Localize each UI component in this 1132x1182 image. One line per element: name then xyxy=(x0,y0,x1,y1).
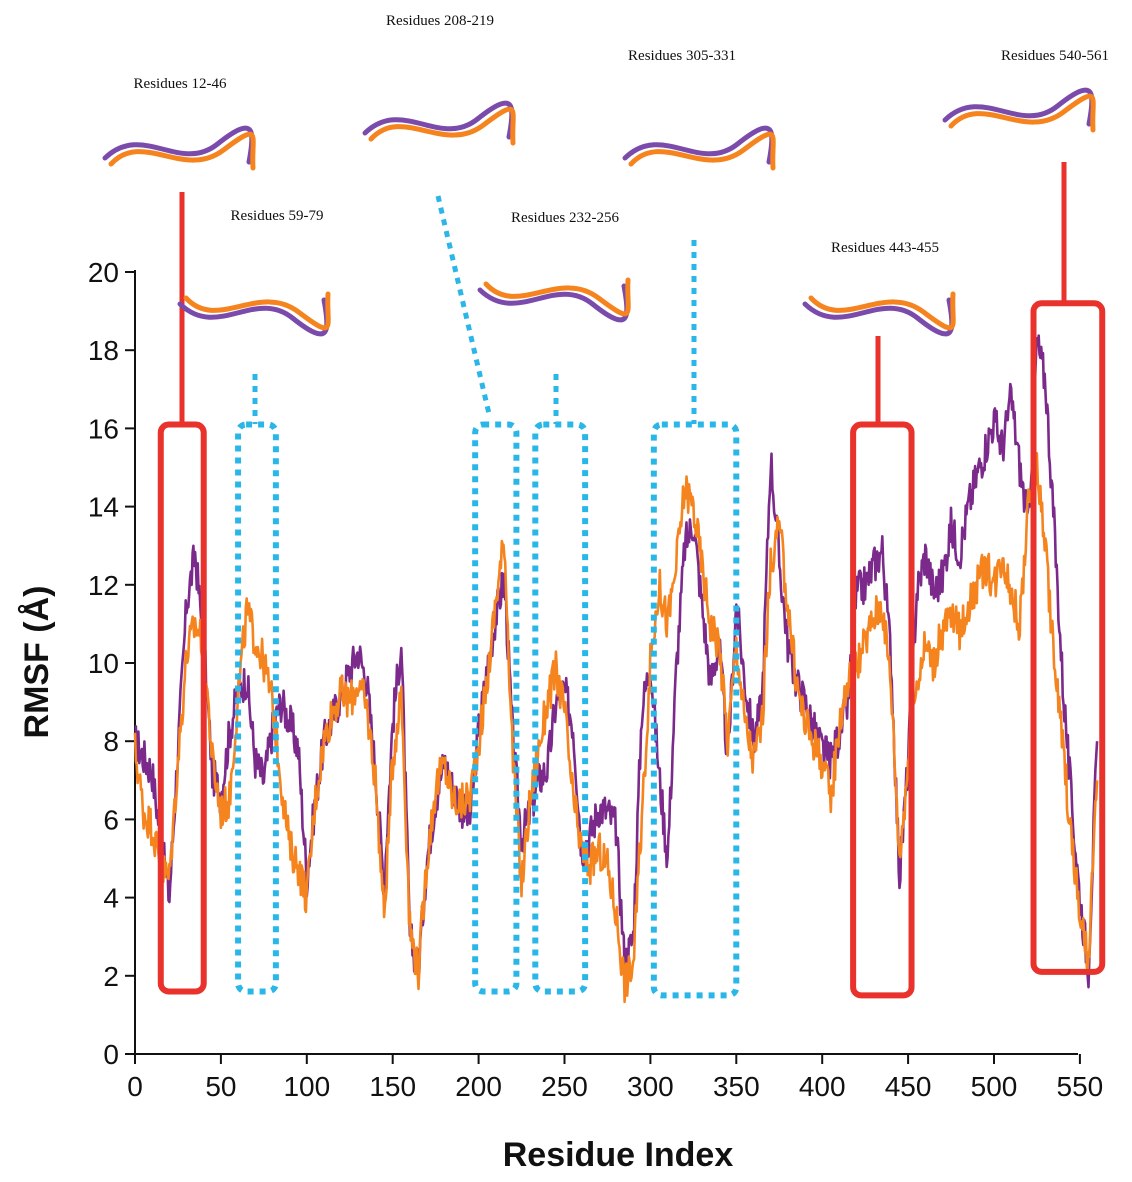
region-annotations: Residues 12-46 Residues 59-79 Residues 208… xyxy=(102,13,1109,999)
structure-cartoon xyxy=(942,87,1096,133)
x-tick-label: 400 xyxy=(799,1071,846,1102)
x-tick-label: 500 xyxy=(971,1071,1018,1102)
x-tick-label: 250 xyxy=(541,1071,588,1102)
highlight-box-dotted xyxy=(235,421,279,995)
x-tick-label: 550 xyxy=(1057,1071,1104,1102)
x-tick-label: 50 xyxy=(205,1071,236,1102)
y-tick-label: 20 xyxy=(88,257,119,288)
highlight-box-dotted xyxy=(472,421,520,995)
y-tick-label: 18 xyxy=(88,335,119,366)
structure-cartoon xyxy=(177,291,331,337)
region-label: Residues 232-256 xyxy=(511,210,619,226)
y-tick-label: 4 xyxy=(103,883,119,914)
connector-line xyxy=(435,195,493,419)
x-tick-label: 300 xyxy=(627,1071,674,1102)
y-tick-label: 8 xyxy=(103,726,119,757)
highlight-box-solid xyxy=(1030,300,1106,975)
region-label: Residues 305-331 xyxy=(628,48,736,64)
x-tick-label: 150 xyxy=(369,1071,416,1102)
x-axis-label: Residue Index xyxy=(503,1136,734,1174)
structure-cartoon xyxy=(622,125,776,171)
structure-cartoon xyxy=(362,100,516,146)
highlight-box-dotted xyxy=(532,421,589,995)
y-tick-label: 16 xyxy=(88,413,119,444)
y-tick-label: 14 xyxy=(88,492,119,523)
x-tick-label: 200 xyxy=(455,1071,502,1102)
region-label: Residues 12-46 xyxy=(134,76,227,92)
structure-cartoon xyxy=(802,291,956,337)
highlight-box-solid xyxy=(850,421,915,999)
series-line-1 xyxy=(133,451,1099,1004)
y-tick-label: 2 xyxy=(103,961,119,992)
x-tick-label: 100 xyxy=(283,1071,330,1102)
y-tick-label: 12 xyxy=(88,570,119,601)
region-label: Residues 59-79 xyxy=(231,208,324,224)
structure-cartoon xyxy=(477,277,631,323)
highlight-box-solid xyxy=(157,421,207,995)
series-lines xyxy=(133,334,1099,1004)
y-axis-label: RMSF (Å) xyxy=(18,586,56,739)
y-tick-label: 10 xyxy=(88,648,119,679)
x-tick-label: 350 xyxy=(713,1071,760,1102)
x-tick-label: 450 xyxy=(885,1071,932,1102)
region-label: Residues 208-219 xyxy=(386,13,494,29)
region-label: Residues 540-561 xyxy=(1001,48,1109,64)
x-tick-label: 0 xyxy=(127,1071,143,1102)
region-label: Residues 443-455 xyxy=(831,240,939,256)
y-tick-label: 0 xyxy=(103,1039,119,1070)
y-tick-label: 6 xyxy=(103,804,119,835)
series-line-0 xyxy=(134,334,1099,989)
structure-cartoon xyxy=(102,125,256,171)
